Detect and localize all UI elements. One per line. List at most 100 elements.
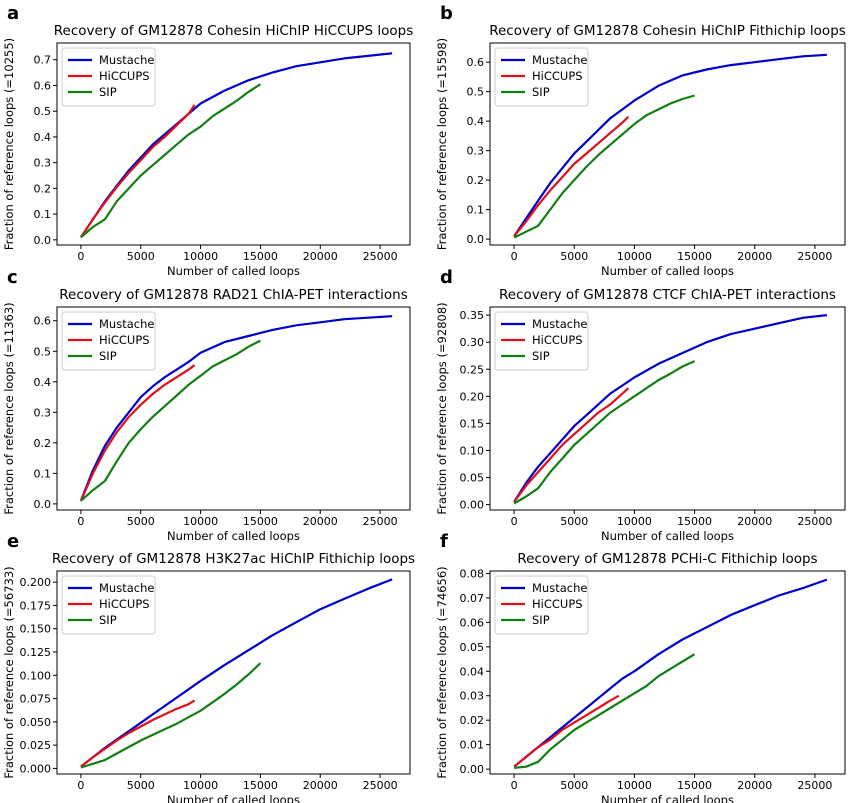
series-line-hiccups: [513, 694, 620, 768]
x-tick-label: 25000: [797, 250, 832, 263]
series-line-sip: [80, 339, 261, 502]
x-tick-label: 20000: [737, 779, 772, 792]
y-tick-label: 0.05: [460, 641, 485, 654]
x-tick-label: 10000: [617, 250, 652, 263]
x-tick-label: 5000: [560, 515, 588, 528]
x-tick-label: 10000: [617, 779, 652, 792]
legend-entry: Mustache: [532, 581, 587, 595]
x-tick-label: 20000: [303, 779, 338, 792]
y-axis-label: Fraction of reference loops (=74656): [435, 566, 449, 778]
y-tick-label: 0.4: [34, 131, 52, 144]
y-tick-label: 0.30: [460, 336, 485, 349]
y-axis-label: Fraction of reference loops (=15598): [435, 38, 449, 250]
x-tick-label: 0: [77, 515, 84, 528]
x-tick-label: 20000: [737, 515, 772, 528]
y-tick-label: 0.03: [460, 690, 485, 703]
series-line-hiccups: [513, 115, 630, 237]
y-tick-label: 0.0: [467, 233, 485, 246]
legend-entry: SIP: [99, 85, 117, 99]
x-tick-label: 20000: [303, 250, 338, 263]
x-axis-label: Number of called loops: [601, 264, 734, 278]
x-tick-label: 5000: [560, 250, 588, 263]
legend-entry: Mustache: [532, 317, 587, 331]
y-tick-label: 0.4: [34, 376, 52, 389]
chart-title: Recovery of GM12878 CTCF ChIA-PET intera…: [499, 287, 836, 303]
y-tick-label: 0.0: [34, 498, 52, 511]
y-tick-label: 0.04: [460, 665, 485, 678]
x-tick-label: 15000: [243, 250, 278, 263]
chart-panel-f: f Recovery of GM12878 PCHi-C Fithichip lo…: [435, 531, 846, 803]
x-tick-label: 5000: [127, 779, 155, 792]
y-tick-label: 0.6: [467, 56, 485, 69]
legend-entry: Mustache: [99, 581, 154, 595]
y-tick-label: 0.1: [34, 467, 52, 480]
legend-entry: Mustache: [532, 53, 587, 67]
legend-entry: HiCCUPS: [532, 597, 583, 611]
x-tick-label: 5000: [560, 779, 588, 792]
y-axis-label: Fraction of reference loops (=92808): [435, 302, 449, 514]
y-axis-label: Fraction of reference loops (=56733): [2, 566, 16, 778]
x-axis-label: Number of called loops: [167, 793, 300, 803]
x-tick-label: 10000: [183, 779, 218, 792]
x-axis-label: Number of called loops: [167, 264, 300, 278]
x-tick-label: 0: [77, 779, 84, 792]
x-tick-label: 0: [511, 515, 518, 528]
y-tick-label: 0.150: [20, 623, 52, 636]
x-axis-label: Number of called loops: [601, 529, 734, 543]
legend-entry: HiCCUPS: [532, 69, 583, 83]
y-tick-label: 0.01: [460, 739, 485, 752]
y-tick-label: 0.1: [34, 208, 52, 221]
x-tick-label: 25000: [363, 515, 398, 528]
chart-panel-d: d Recovery of GM12878 CTCF ChIA-PET inter…: [435, 267, 846, 543]
plot-frame: [56, 306, 411, 511]
x-tick-label: 0: [511, 250, 518, 263]
y-tick-label: 0.2: [467, 174, 485, 187]
y-tick-label: 0.3: [34, 406, 52, 419]
x-tick-label: 25000: [797, 779, 832, 792]
series-line-sip: [513, 653, 696, 769]
y-tick-label: 0.050: [20, 716, 52, 729]
panel-letter: f: [440, 531, 448, 552]
y-tick-label: 0.08: [460, 567, 485, 580]
y-tick-label: 0.200: [20, 576, 52, 589]
y-tick-label: 0.4: [467, 115, 485, 128]
x-tick-label: 0: [511, 779, 518, 792]
y-tick-label: 0.000: [20, 762, 52, 775]
series-line-sip: [80, 83, 261, 239]
y-tick-label: 0.25: [460, 363, 485, 376]
series-line-sip: [513, 94, 695, 239]
y-tick-label: 0.02: [460, 714, 485, 727]
x-tick-label: 15000: [243, 515, 278, 528]
plot-frame: [489, 42, 846, 246]
plot-frame: [56, 570, 411, 775]
legend-entry: SIP: [99, 349, 117, 363]
plot-frame: [56, 42, 411, 246]
legend: Mustache HiCCUPS SIP: [61, 575, 156, 635]
x-tick-label: 10000: [617, 515, 652, 528]
panel-letter: e: [7, 531, 19, 552]
y-tick-label: 0.175: [20, 599, 52, 612]
y-tick-label: 0.5: [34, 105, 52, 118]
series-line-mustache: [513, 578, 828, 768]
y-tick-label: 0.15: [460, 417, 485, 430]
y-tick-label: 0.025: [20, 739, 52, 752]
legend-entry: HiCCUPS: [99, 597, 150, 611]
legend: Mustache HiCCUPS SIP: [494, 47, 589, 107]
series-line-hiccups: [80, 699, 196, 768]
y-tick-label: 0.00: [460, 763, 485, 776]
legend-entry: HiCCUPS: [99, 69, 150, 83]
x-tick-label: 25000: [363, 250, 398, 263]
legend: Mustache HiCCUPS SIP: [494, 575, 589, 635]
y-tick-label: 0.100: [20, 669, 52, 682]
panel-letter: a: [7, 3, 19, 24]
x-tick-label: 5000: [127, 515, 155, 528]
legend: Mustache HiCCUPS SIP: [61, 47, 156, 107]
y-tick-label: 0.05: [460, 472, 485, 485]
x-tick-label: 0: [77, 250, 84, 263]
x-axis-label: Number of called loops: [601, 793, 734, 803]
legend-entry: HiCCUPS: [532, 333, 583, 347]
x-tick-label: 10000: [183, 515, 218, 528]
y-tick-label: 0.7: [34, 54, 52, 67]
series-line-hiccups: [79, 104, 196, 238]
